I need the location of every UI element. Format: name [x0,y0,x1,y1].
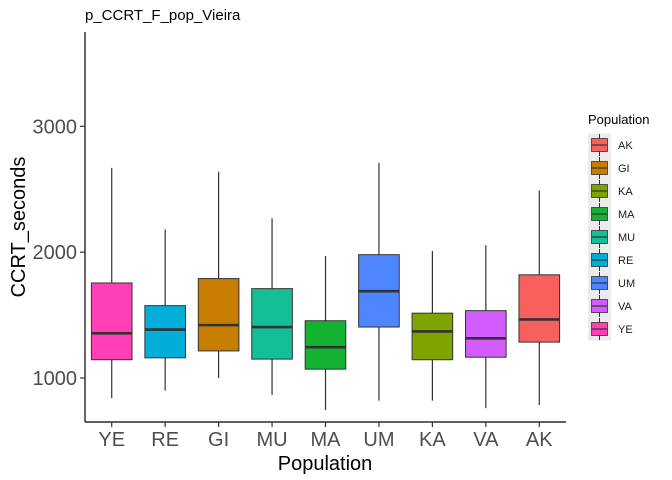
legend: Population AK GI KA MA MU RE UM VA YE [588,112,649,341]
x-tick-label-VA: VA [473,429,499,451]
box-GI [197,171,240,378]
box-rect-KA [411,312,454,361]
box-VA [465,245,507,409]
box-UM [358,162,400,401]
x-axis-ticks: YE RE GI MU MA UM KA VA AK [98,422,553,451]
box-rect-MA [304,320,347,370]
x-tick-label-UM: UM [363,429,394,451]
x-tick-label-GI: GI [208,429,229,451]
box-rect-AK [518,274,561,343]
legend-label-MA: MA [618,209,635,221]
box-rect-VA [465,310,507,358]
x-tick-label-AK: AK [526,429,553,451]
legend-label-AK: AK [618,140,633,152]
chart-title: p_CCRT_F_pop_Vieira [85,7,241,24]
box-rect-RE [144,305,186,359]
box-RE [144,229,186,391]
legend-label-YE: YE [618,324,633,336]
y-axis-title: CCRT_seconds [8,157,30,298]
plot-area [90,162,561,411]
box-rect-MU [251,288,293,360]
y-tick-label-1000: 1000 [33,368,78,390]
box-YE [90,167,133,399]
box-AK [518,190,561,406]
x-tick-label-YE: YE [98,429,125,451]
legend-item-GI: GI [588,156,630,180]
x-tick-label-MA: MA [311,429,342,451]
legend-item-KA: KA [588,179,633,203]
legend-item-AK: AK [588,133,633,157]
legend-item-MA: MA [588,202,635,226]
x-tick-label-KA: KA [419,429,446,451]
legend-item-YE: YE [588,317,633,341]
legend-title: Population [588,112,649,127]
legend-item-MU: MU [588,225,635,249]
legend-item-VA: VA [588,294,633,318]
x-axis-title: Population [278,453,373,475]
x-tick-label-RE: RE [151,429,179,451]
box-rect-GI [197,278,240,352]
y-tick-label-3000: 3000 [33,116,78,138]
legend-label-VA: VA [618,301,633,313]
legend-label-KA: KA [618,186,633,198]
legend-item-UM: UM [588,271,635,295]
legend-item-RE: RE [588,248,633,272]
y-tick-label-2000: 2000 [33,242,78,264]
legend-label-UM: UM [618,278,635,290]
legend-label-GI: GI [618,163,630,175]
box-MA [304,255,347,411]
box-rect-YE [90,282,133,361]
legend-label-MU: MU [618,232,635,244]
legend-label-RE: RE [618,255,633,267]
x-tick-label-MU: MU [257,429,288,451]
box-KA [411,250,454,401]
y-axis-ticks: 1000 2000 3000 [33,116,85,390]
box-MU [251,218,293,395]
